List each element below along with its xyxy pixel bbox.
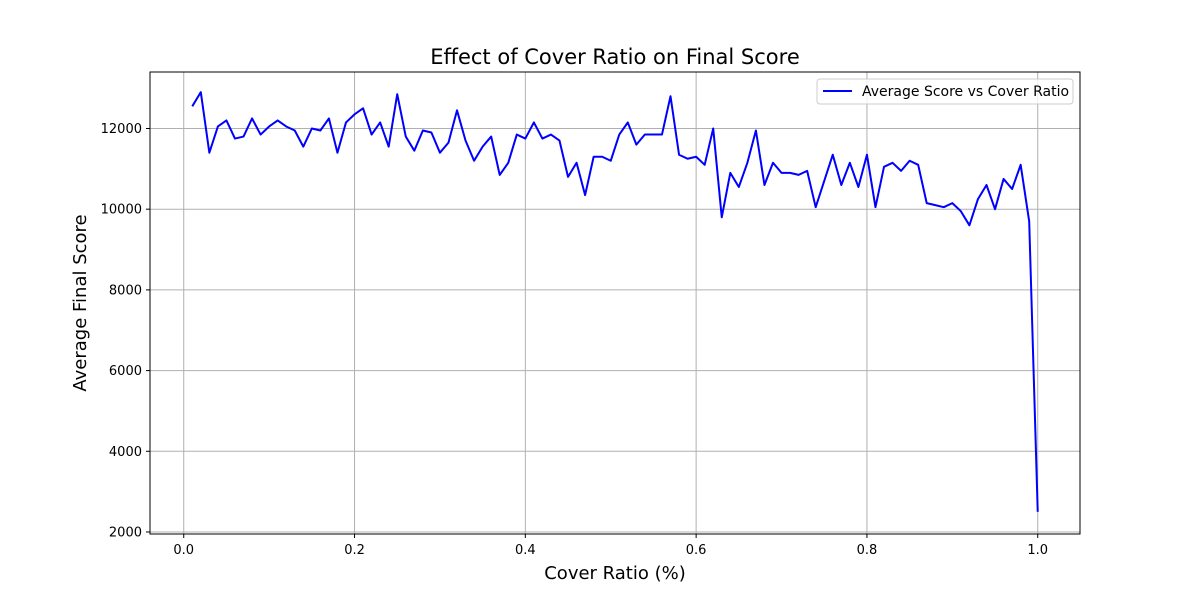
y-tick-label: 12000	[101, 122, 142, 137]
series-line	[191, 91, 1039, 512]
plot-frame	[149, 71, 1081, 535]
y-tick-label: 4000	[109, 445, 142, 460]
x-tick-label: 1.0	[1027, 543, 1048, 558]
legend-box	[816, 78, 1074, 105]
y-axis-label: Average Final Score	[70, 214, 91, 391]
x-axis: 0.0 0.2 0.4 0.6 0.8 1.0	[173, 534, 1048, 558]
x-axis-label: Cover Ratio (%)	[544, 563, 686, 584]
y-tick-label: 10000	[101, 203, 142, 218]
x-tick-label: 0.4	[515, 543, 536, 558]
x-tick-label: 0.6	[686, 543, 707, 558]
legend: Average Score vs Cover Ratio	[816, 78, 1074, 105]
y-axis: 2000 4000 6000 8000 10000 12000	[101, 122, 150, 540]
x-tick-label: 0.2	[344, 543, 365, 558]
series-layer	[191, 91, 1039, 512]
chart-title: Effect of Cover Ratio on Final Score	[430, 45, 800, 69]
y-tick-label: 8000	[109, 283, 142, 298]
y-tick-label: 6000	[109, 364, 142, 379]
y-tick-label: 2000	[109, 525, 142, 540]
legend-label: Average Score vs Cover Ratio	[862, 84, 1069, 100]
x-tick-label: 0.8	[857, 543, 878, 558]
x-tick-label: 0.0	[173, 543, 194, 558]
grid-lines	[150, 72, 1080, 534]
